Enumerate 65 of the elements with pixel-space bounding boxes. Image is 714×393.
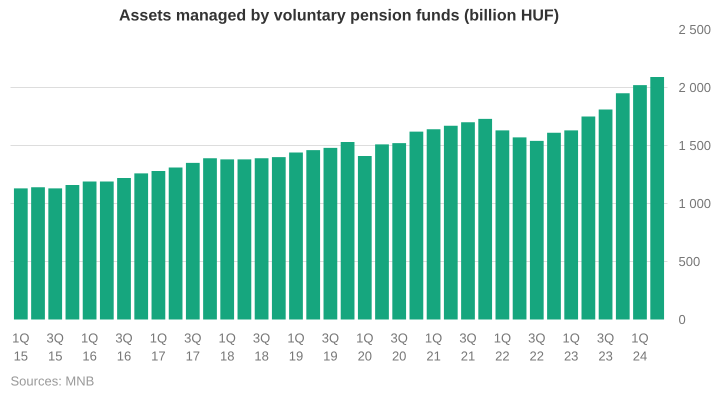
bar [547,132,561,320]
bar [616,93,630,320]
y-tick-label: 0 [678,312,686,327]
bar [410,132,424,320]
bar [272,157,286,320]
x-tick-label: 3Q 16 [115,330,133,364]
bar [31,187,45,320]
bar [598,110,612,320]
x-tick-label: 3Q 18 [252,330,270,364]
x-tick-label: 3Q 20 [390,330,408,364]
bar [512,137,526,320]
bar [633,85,647,320]
x-tick-label: 3Q 17 [184,330,202,364]
x-tick-label: 1Q 20 [356,330,374,364]
x-tick-label: 3Q 21 [459,330,477,364]
bar [289,152,303,320]
bar [152,171,166,320]
bar [650,77,664,320]
y-tick-label: 2 000 [678,80,712,95]
y-tick-label: 2 500 [678,22,712,37]
bar [14,188,28,320]
bar [478,118,492,320]
bar [82,181,96,320]
bar [461,122,475,320]
source-note: Sources: MNB [10,374,94,388]
bar [392,143,406,320]
x-tick-label: 1Q 24 [631,330,649,364]
bar [100,181,114,320]
bar [117,178,131,320]
bar [220,159,234,320]
bar [48,188,62,320]
bar [444,126,458,320]
bar [134,173,148,320]
y-tick-label: 1 500 [678,138,712,153]
bar [358,156,372,320]
bar [168,168,182,320]
bar [186,162,200,320]
bar [306,150,320,320]
bar [530,140,544,320]
bar [324,148,338,320]
bar [203,158,217,320]
x-tick-label: 1Q 17 [150,330,168,364]
chart-title: Assets managed by voluntary pension funds (billion HUF) [118,8,560,24]
bar [66,184,80,320]
x-tick-label: 3Q 22 [528,330,546,364]
bar [238,159,252,320]
x-tick-label: 1Q 18 [218,330,236,364]
bar [426,129,440,320]
y-tick-label: 1 000 [678,196,712,211]
x-tick-label: 1Q 16 [80,330,98,364]
x-tick-label: 1Q 23 [562,330,580,364]
bar [496,130,510,320]
bar [254,158,268,320]
x-tick-label: 3Q 23 [596,330,614,364]
x-tick-label: 3Q 19 [322,330,340,364]
bar [564,130,578,320]
bar [375,144,389,320]
bar [340,142,354,320]
x-tick-label: 1Q 21 [424,330,442,364]
x-tick-label: 3Q 15 [46,330,64,364]
x-tick-label: 1Q 22 [494,330,512,364]
y-tick-label: 500 [678,254,700,269]
x-tick-label: 1Q 15 [12,330,30,364]
bar [582,116,596,320]
x-tick-label: 1Q 19 [287,330,305,364]
